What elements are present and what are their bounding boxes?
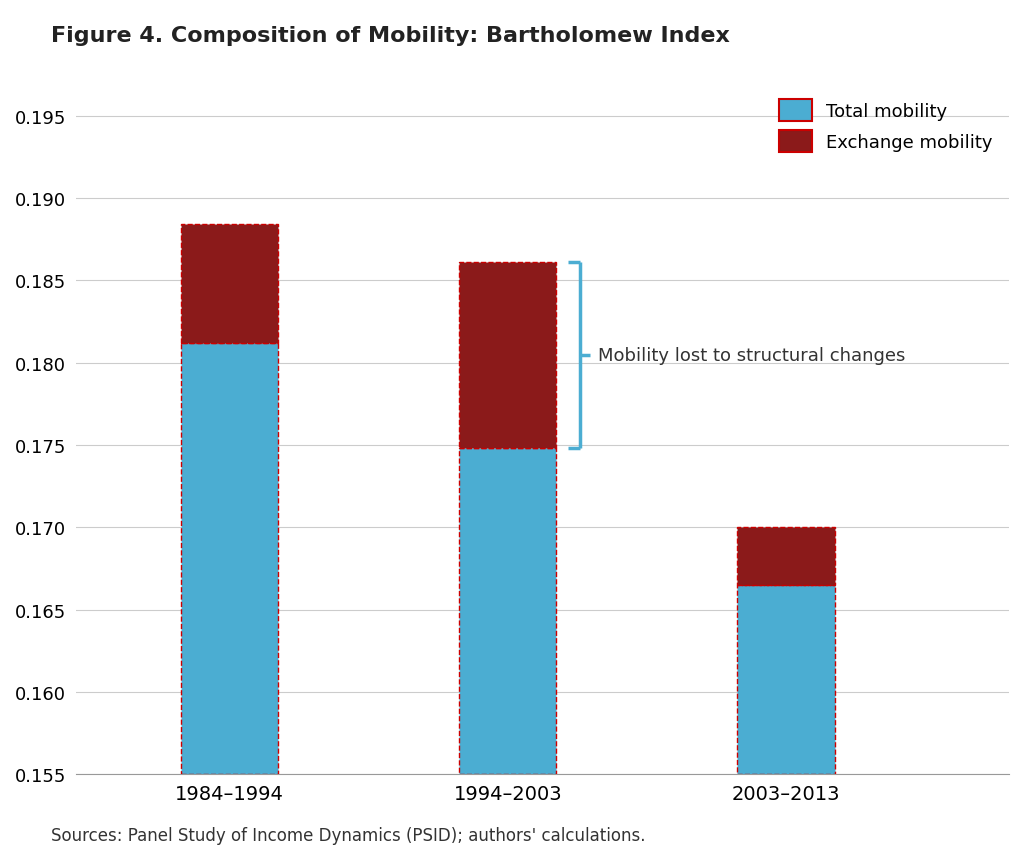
Bar (737, 585, 835, 774)
Bar (459, 449, 556, 774)
Text: Mobility lost to structural changes: Mobility lost to structural changes (598, 347, 905, 365)
Legend: Total mobility, Exchange mobility: Total mobility, Exchange mobility (772, 93, 1000, 160)
Bar (459, 263, 556, 449)
Bar (737, 528, 835, 585)
Text: Figure 4. Composition of Mobility: Bartholomew Index: Figure 4. Composition of Mobility: Barth… (51, 26, 730, 46)
Text: Sources: Panel Study of Income Dynamics (PSID); authors' calculations.: Sources: Panel Study of Income Dynamics … (51, 826, 646, 844)
Bar (180, 344, 278, 774)
Bar (180, 226, 278, 344)
